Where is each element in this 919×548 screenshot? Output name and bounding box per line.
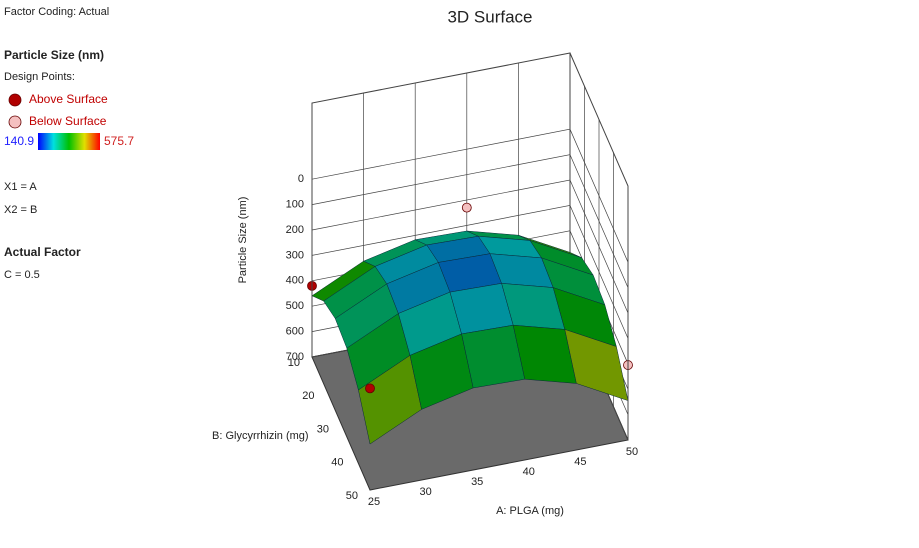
legend-marker [8, 93, 22, 107]
z-tick-label: 100 [286, 199, 304, 211]
design-point [461, 202, 472, 213]
x-tick-label: 45 [574, 456, 586, 468]
z-tick-label: 600 [286, 326, 304, 338]
legend-label: Above Surface [29, 92, 108, 106]
y-tick-label: 40 [331, 457, 343, 469]
actual-factor: Actual Factor [4, 245, 81, 259]
design-points-label: Design Points: [4, 71, 75, 83]
factor-c: C = 0.5 [4, 269, 40, 281]
colorbar [38, 133, 100, 150]
y-tick-label: 10 [288, 357, 300, 369]
z-tick-label: 400 [286, 275, 304, 287]
z-tick-label: 300 [286, 249, 304, 261]
x1: X1 = A [4, 181, 37, 193]
colorbar-min: 140.9 [4, 134, 34, 148]
chart-title: 3D Surface [447, 7, 532, 26]
x-tick-label: 35 [471, 476, 483, 488]
z-axis-label: Particle Size (nm) [237, 197, 249, 284]
z-tick-label: 500 [286, 300, 304, 312]
y-tick-label: 30 [317, 423, 329, 435]
x-tick-label: 30 [419, 486, 431, 498]
x-tick-label: 50 [626, 446, 638, 458]
x-tick-label: 40 [523, 466, 535, 478]
legend-label: Below Surface [29, 114, 107, 128]
colorbar-max: 575.7 [104, 134, 134, 148]
z-tick-label: 700 [286, 351, 304, 363]
legend-marker [8, 115, 22, 129]
x-tick-label: 25 [368, 496, 380, 508]
design-point [365, 383, 375, 394]
x2: X2 = B [4, 204, 37, 216]
z-tick-label: 0 [298, 173, 304, 185]
factor-coding: Factor Coding: Actual [4, 6, 109, 18]
y-axis-label: B: Glycyrrhizin (mg) [212, 430, 309, 442]
y-tick-label: 20 [302, 390, 314, 402]
response: Particle Size (nm) [4, 48, 104, 62]
y-tick-label: 50 [346, 490, 358, 502]
z-tick-label: 200 [286, 224, 304, 236]
x-axis-label: A: PLGA (mg) [496, 505, 564, 517]
